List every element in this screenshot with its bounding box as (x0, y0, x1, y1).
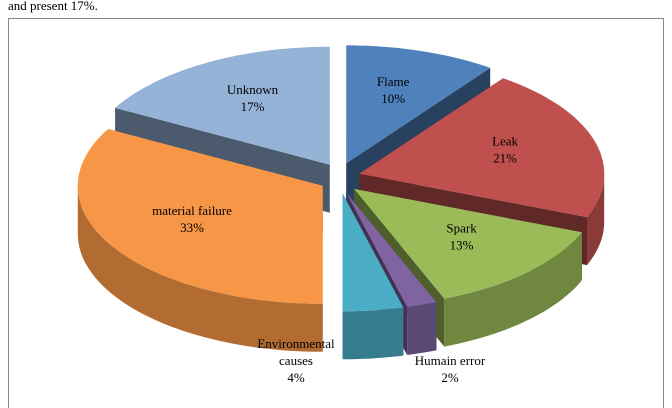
slice-value-label: 21% (493, 150, 517, 165)
slice-side (407, 302, 437, 355)
pie-slice (346, 192, 437, 307)
labels: Flame 10% Leak 21% Spark 13% Humain error 2% Env… (152, 74, 518, 385)
pie-slice (354, 188, 582, 299)
label-line: Environmental (257, 336, 335, 351)
outer-sides (77, 173, 605, 360)
slice-value-label: 33% (180, 220, 204, 235)
pie-slice (115, 46, 330, 165)
slice-label: Flame (377, 74, 410, 89)
slice-label: Environmental causes (257, 336, 335, 368)
pie-slice (346, 45, 491, 164)
pie-slice (359, 78, 605, 218)
slice-label: material failure (152, 203, 232, 218)
slice-value-label: 10% (381, 91, 405, 106)
slice-label: Leak (492, 133, 518, 148)
pie-slice (77, 129, 323, 304)
slice-side (444, 232, 582, 347)
tops (77, 45, 605, 312)
slice-label: Spark (446, 221, 477, 236)
caption: and present 17%. (8, 0, 98, 13)
label-line: causes (279, 353, 313, 368)
pie-slice (342, 193, 404, 312)
slice-side (342, 307, 404, 360)
slice-value-label: 2% (441, 370, 459, 385)
slice-label: Humain error (415, 353, 486, 368)
slice-value-label: 13% (450, 238, 474, 253)
slice-side (77, 185, 323, 352)
slice-label: Unknown (227, 82, 279, 97)
slice-side (587, 173, 605, 266)
slice-value-label: 4% (287, 370, 305, 385)
slice-value-label: 17% (241, 99, 265, 114)
